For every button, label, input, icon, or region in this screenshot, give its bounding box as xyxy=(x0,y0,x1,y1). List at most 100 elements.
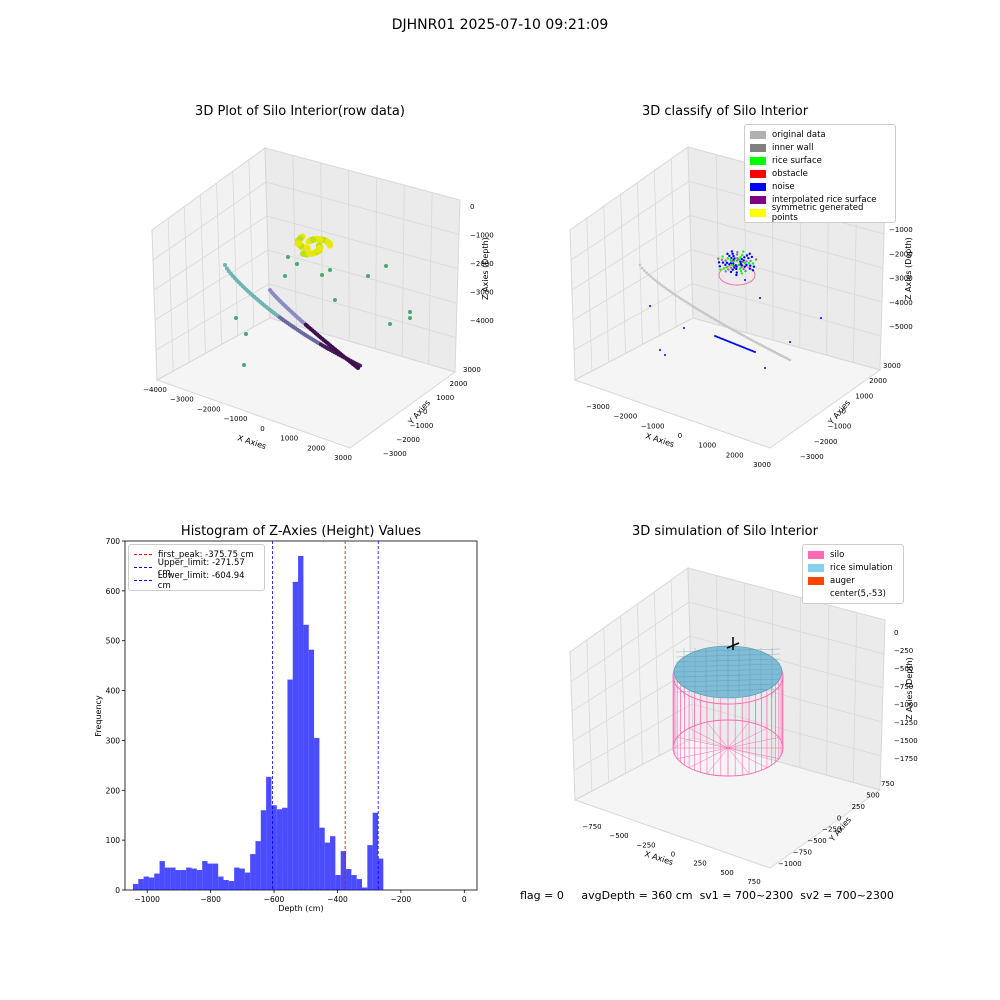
histogram-bar xyxy=(260,810,267,890)
histogram-xtick-label: 0 xyxy=(462,895,467,904)
simulation-ztick-label: −250 xyxy=(894,647,913,655)
simulation-ytick-label: 0 xyxy=(837,814,841,822)
simulation-xtick-label: −750 xyxy=(582,823,601,831)
histogram-xtick-label: −200 xyxy=(391,895,412,904)
classify-point xyxy=(710,316,714,320)
legend-swatch xyxy=(808,576,824,585)
raw-xtick-label: 1000 xyxy=(280,435,298,443)
histogram-ytick-label: 400 xyxy=(106,687,121,696)
classify-point xyxy=(724,270,727,273)
classify-point xyxy=(660,283,664,287)
histogram-bar xyxy=(143,876,149,890)
histogram-bar xyxy=(276,809,283,890)
raw-point xyxy=(326,242,333,249)
classify-ytick-label: 3000 xyxy=(883,362,901,370)
raw-ytick-label: −1000 xyxy=(410,422,434,430)
sv2-text: sv2 = 700~2300 xyxy=(800,889,894,902)
legend-label: interpolated rice surface xyxy=(772,194,877,205)
simulation-ztick-label: −1000 xyxy=(894,701,918,709)
histogram-bar xyxy=(367,845,373,890)
silo-floor-line xyxy=(706,747,729,775)
histogram-bar xyxy=(303,624,309,890)
classify-point xyxy=(736,264,740,267)
classify-point xyxy=(750,255,754,259)
legend-swatch xyxy=(750,182,766,191)
raw-point xyxy=(384,264,388,268)
histogram-bar xyxy=(298,555,304,890)
classify-point xyxy=(784,356,788,360)
classify-point xyxy=(733,266,736,269)
legend-label: Lower_limit: -604.94 cm xyxy=(157,570,245,591)
rice-mesh-line xyxy=(675,673,781,678)
classify-point xyxy=(744,279,746,281)
simulation-xlabel: X Axies xyxy=(643,849,674,867)
classify-point xyxy=(764,367,766,369)
classify-point xyxy=(726,257,729,260)
simulation-ztick-label: 0 xyxy=(894,629,898,637)
classify-point xyxy=(640,266,644,270)
classify-point xyxy=(729,327,733,331)
classify-ytick-label: −2000 xyxy=(814,438,838,446)
classify-point xyxy=(679,297,683,301)
raw-point xyxy=(299,250,306,257)
classify-point xyxy=(748,252,751,255)
raw-point xyxy=(366,274,370,278)
classify-point xyxy=(717,257,720,260)
classify-point xyxy=(766,347,770,351)
classify-point xyxy=(747,256,750,260)
classify-point xyxy=(747,262,751,265)
classify-xtick-label: 3000 xyxy=(753,461,771,469)
classify-point xyxy=(651,277,655,280)
raw-xtick-label: −3000 xyxy=(170,396,194,404)
raw-ytick-label: −3000 xyxy=(383,450,407,458)
raw-xtick-label: −2000 xyxy=(197,405,221,413)
classify-ytick-label: −1000 xyxy=(828,423,852,431)
raw-point xyxy=(317,236,324,243)
classify-point xyxy=(788,358,792,362)
raw-ztick-label: −4000 xyxy=(470,317,494,325)
histogram-bar xyxy=(340,851,347,890)
classify-point xyxy=(666,288,670,292)
classify-point xyxy=(725,261,729,265)
classify-point xyxy=(732,328,735,332)
histogram-legend-item: first_peak: -375.75 cm xyxy=(134,548,259,561)
classify-point xyxy=(745,254,749,257)
histogram-bar xyxy=(351,875,357,890)
raw-ztick-label: −3000 xyxy=(470,289,494,297)
classify-point xyxy=(658,282,661,286)
classify-point xyxy=(722,267,726,270)
histogram-bar xyxy=(255,841,261,890)
classify-point xyxy=(714,318,718,322)
classify-point xyxy=(789,341,791,343)
classify-ytick-label: 0 xyxy=(842,408,846,416)
classify-point xyxy=(748,267,752,270)
simulation-ytick-label: −250 xyxy=(822,826,841,834)
legend-item: interpolated rice surface xyxy=(750,193,890,206)
raw-xtick-label: 0 xyxy=(260,425,264,433)
histogram-bar xyxy=(377,858,384,890)
classify-point xyxy=(731,252,734,255)
histogram-bar xyxy=(202,861,208,890)
raw-point xyxy=(223,263,227,267)
classify-point xyxy=(677,296,681,299)
legend-label: original data xyxy=(772,129,826,140)
histogram-bar xyxy=(132,884,139,890)
raw-point xyxy=(388,322,392,326)
simulation-ytick-label: −1000 xyxy=(778,860,802,868)
classify-ztick-label: −5000 xyxy=(889,323,913,331)
raw-point xyxy=(295,262,299,266)
classify-point xyxy=(684,300,688,304)
legend-item: center(5,-53) xyxy=(808,587,898,600)
simulation-legend: silo rice simulation auger center(5,-53) xyxy=(802,544,904,604)
raw-point xyxy=(242,363,246,367)
histogram-bar xyxy=(218,876,224,890)
raw-point xyxy=(408,316,412,320)
raw-point xyxy=(309,249,316,256)
classify-point xyxy=(686,301,690,305)
classify-point xyxy=(723,323,727,327)
raw-point xyxy=(408,310,412,314)
classify-point xyxy=(726,252,729,256)
raw-ytick-label: 1000 xyxy=(436,394,454,402)
simulation-ytick-label: −500 xyxy=(807,837,826,845)
raw-point xyxy=(286,255,290,259)
